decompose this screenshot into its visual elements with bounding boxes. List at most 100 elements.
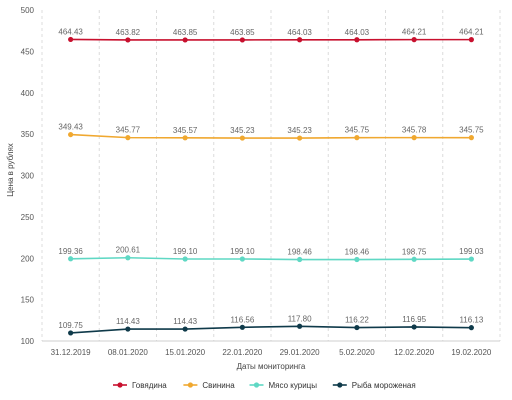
data-point [468, 135, 474, 141]
data-label: 464.21 [402, 28, 427, 37]
data-label: 116.22 [345, 316, 369, 325]
y-tick-label: 250 [21, 213, 35, 222]
data-label: 116.56 [230, 315, 254, 324]
x-axis-ticks: 31.12.2019 08.01.2020 15.01.2020 22.01.2020… [51, 348, 492, 357]
data-point [182, 135, 188, 141]
y-tick-label: 350 [21, 130, 35, 139]
data-label: 199.10 [230, 247, 255, 256]
data-point [68, 36, 74, 43]
data-point [411, 135, 417, 141]
data-point [125, 37, 131, 43]
data-point [354, 256, 360, 263]
data-label: 109.75 [58, 321, 83, 330]
series-group: 199.36 200.61 199.10 199.10 198.46 198.46 198.… [58, 246, 484, 263]
data-point [125, 255, 131, 261]
data-point [297, 323, 303, 329]
y-tick-label: 200 [21, 254, 35, 263]
y-tick-label: 450 [21, 47, 35, 56]
data-point [297, 135, 303, 141]
y-tick-label: 100 [21, 337, 35, 346]
data-point [125, 326, 131, 332]
data-label: 345.77 [116, 126, 141, 135]
data-label: 345.57 [173, 126, 198, 135]
data-label: 464.03 [345, 28, 370, 37]
data-label: 198.46 [345, 248, 370, 257]
data-label: 198.46 [287, 248, 312, 257]
data-point [354, 324, 360, 331]
data-label: 199.36 [58, 247, 83, 256]
data-point [68, 330, 74, 336]
legend-item[interactable]: Свинина [183, 381, 235, 390]
x-tick-label: 29.01.2020 [280, 348, 321, 357]
x-tick-label: 22.01.2020 [222, 348, 263, 357]
x-tick-label: 31.12.2019 [51, 348, 92, 357]
data-point [354, 37, 360, 43]
data-label: 349.43 [58, 123, 83, 132]
y-axis-ticks: 100 150 200 250 300 350 400 450 500 [21, 6, 35, 346]
data-point [468, 37, 474, 43]
data-point [297, 37, 303, 43]
data-point [125, 135, 131, 141]
data-label: 114.43 [173, 317, 197, 326]
data-point [182, 37, 188, 43]
legend-point-marker [117, 382, 123, 388]
data-point [297, 256, 303, 263]
data-label: 199.10 [173, 247, 198, 256]
data-point [411, 37, 417, 43]
data-point [468, 256, 474, 262]
y-tick-label: 400 [21, 89, 35, 98]
x-tick-label: 08.01.2020 [108, 348, 149, 357]
legend-point-marker [337, 382, 343, 388]
y-tick-label: 150 [21, 296, 35, 305]
data-label: 464.21 [459, 28, 484, 37]
data-label: 345.78 [402, 126, 427, 135]
x-tick-label: 12.02.2020 [394, 348, 435, 357]
data-label: 345.23 [230, 126, 255, 135]
data-point [68, 131, 74, 138]
data-label: 345.75 [459, 126, 484, 135]
series-line [70, 256, 472, 261]
series-group: 109.75 114.43 114.43 116.56 117.80 116.22 116.… [58, 314, 484, 336]
x-tick-label: 19.02.2020 [451, 348, 492, 357]
data-label: 463.85 [230, 28, 255, 37]
legend-label: Говядина [132, 381, 167, 390]
series-group: 464.43 463.82 463.85 463.85 464.03 464.03 464.… [58, 27, 484, 43]
legend: Говядина Свинина Мясо курицы Рыба мороженая [113, 381, 416, 390]
data-point [239, 256, 245, 262]
legend-label: Рыба мороженая [352, 381, 416, 390]
legend-item[interactable]: Говядина [113, 381, 167, 390]
data-point [354, 135, 360, 141]
data-label: 345.75 [345, 126, 370, 135]
data-point [68, 256, 74, 262]
data-label: 199.03 [459, 247, 484, 256]
legend-point-marker [187, 382, 193, 388]
data-label: 198.75 [402, 247, 427, 256]
y-tick-label: 300 [21, 172, 35, 181]
data-point [411, 324, 417, 330]
legend-point-marker [253, 382, 260, 388]
series-line [70, 38, 472, 41]
data-label: 200.61 [116, 246, 141, 255]
data-label: 464.43 [58, 27, 83, 36]
data-label: 464.03 [287, 28, 312, 37]
data-label: 345.23 [287, 126, 312, 135]
data-label: 463.82 [116, 28, 141, 37]
series-group: 349.43 345.77 345.57 345.23 345.23 345.75 345.… [58, 123, 484, 141]
series-line [70, 133, 472, 139]
data-point [239, 135, 245, 141]
y-axis-title: Цена в рублях [6, 143, 15, 197]
legend-label: Мясо курицы [269, 381, 318, 390]
data-point [411, 256, 417, 262]
data-label: 116.13 [459, 316, 483, 325]
x-axis-title: Даты мониторинга [237, 362, 306, 371]
y-tick-label: 500 [21, 6, 35, 15]
data-label: 117.80 [288, 314, 312, 323]
legend-item[interactable]: Рыба мороженая [332, 381, 416, 390]
data-label: 463.85 [173, 28, 198, 37]
data-point [239, 37, 245, 43]
data-point [182, 326, 188, 332]
data-point [468, 325, 474, 331]
legend-label: Свинина [202, 381, 235, 390]
legend-item[interactable]: Мясо курицы [249, 381, 318, 390]
grid [41, 10, 501, 342]
